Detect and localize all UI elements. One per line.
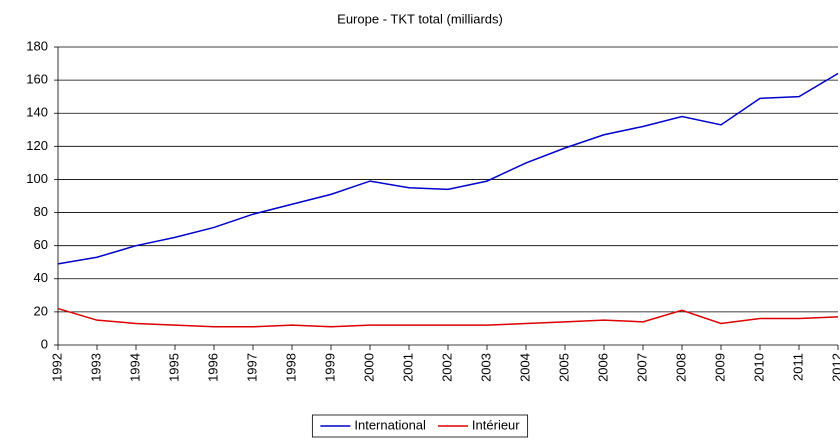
x-tick-label: 2004 bbox=[517, 353, 532, 382]
x-tick-label: 2011 bbox=[790, 353, 805, 381]
y-tick-label: 140 bbox=[26, 105, 48, 120]
y-tick-label: 180 bbox=[26, 38, 48, 53]
y-tick-label: 120 bbox=[26, 138, 48, 153]
x-tick-label: 2005 bbox=[556, 353, 571, 382]
x-tick-label: 2003 bbox=[478, 353, 493, 382]
y-tick-label: 0 bbox=[41, 336, 48, 351]
legend-label: Intérieur bbox=[472, 417, 520, 432]
x-tick-label: 2000 bbox=[361, 353, 376, 382]
x-tick-label: 2007 bbox=[634, 353, 649, 382]
x-tick-label: 2002 bbox=[439, 353, 454, 382]
x-tick-label: 1992 bbox=[49, 353, 64, 382]
series-line bbox=[57, 72, 839, 265]
x-tick-label: 1998 bbox=[283, 353, 298, 382]
x-tick-label: 2009 bbox=[712, 353, 727, 382]
legend-box bbox=[311, 414, 529, 438]
y-tick-label: 80 bbox=[34, 204, 48, 219]
x-tick-label: 2010 bbox=[751, 353, 766, 382]
y-tick-label: 20 bbox=[34, 303, 48, 318]
x-tick-label: 2006 bbox=[595, 353, 610, 382]
x-tick-label: 1996 bbox=[205, 353, 220, 382]
x-tick-label: 1999 bbox=[322, 353, 337, 382]
x-tick-label: 1994 bbox=[127, 353, 142, 382]
x-tick-label: 2001 bbox=[400, 353, 415, 382]
y-tick-label: 40 bbox=[34, 270, 48, 285]
y-tick-label: 100 bbox=[26, 171, 48, 186]
series-line bbox=[57, 307, 839, 328]
y-tick-label: 160 bbox=[26, 72, 48, 87]
chart-title: Europe - TKT total (milliards) bbox=[337, 11, 503, 26]
x-tick-label: 1993 bbox=[88, 353, 103, 382]
x-tick-label: 2008 bbox=[673, 353, 688, 382]
y-tick-label: 60 bbox=[34, 237, 48, 252]
x-tick-label: 1997 bbox=[244, 353, 259, 382]
legend-label: International bbox=[354, 417, 426, 432]
legend: International Intérieur bbox=[311, 414, 529, 438]
x-tick-label: 2012 bbox=[829, 353, 840, 382]
x-tick-label: 1995 bbox=[166, 353, 181, 382]
